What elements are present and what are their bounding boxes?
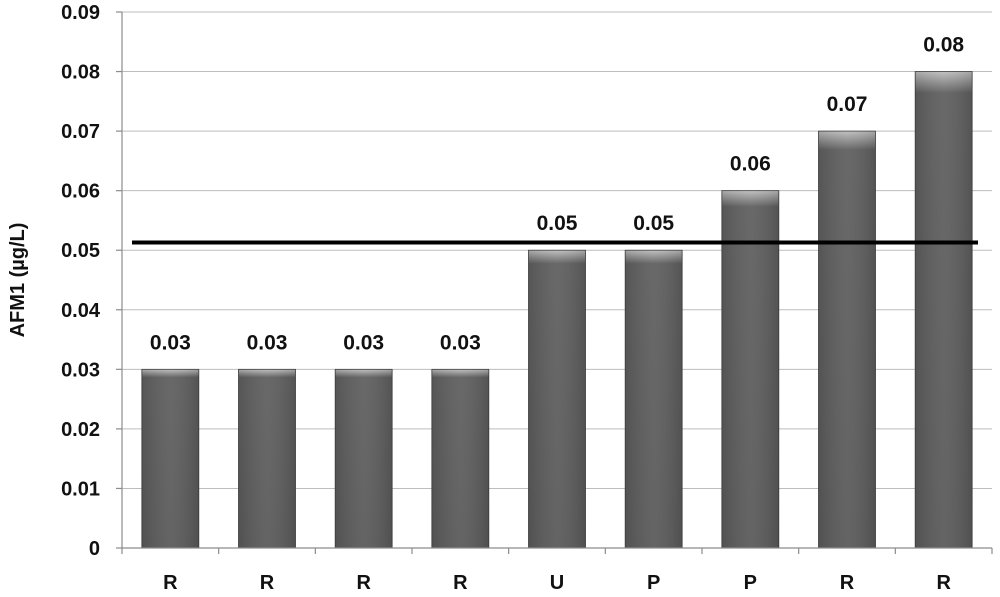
x-category-label: U (550, 572, 564, 594)
y-tick-label: 0.08 (61, 62, 100, 84)
bar-shading (431, 369, 489, 548)
x-category-label: R (356, 572, 371, 594)
y-tick-label: 0.03 (61, 359, 100, 381)
bar-shading (335, 369, 393, 548)
data-label: 0.06 (730, 153, 771, 176)
bar-shading (625, 250, 683, 548)
data-label: 0.03 (343, 331, 384, 354)
data-label: 0.05 (537, 212, 578, 235)
x-category-label: R (453, 572, 468, 594)
data-label: 0.03 (440, 331, 481, 354)
x-category-label: R (163, 572, 178, 594)
bars (141, 71, 973, 549)
data-label: 0.05 (633, 212, 674, 235)
y-tick-label: 0.02 (61, 419, 100, 441)
x-category-label: R (936, 572, 951, 594)
y-tick-label: 0.04 (61, 300, 101, 322)
y-tick-label: 0.07 (61, 121, 100, 143)
x-category-label: R (260, 572, 275, 594)
data-label: 0.07 (827, 93, 868, 116)
data-label: 0.03 (150, 331, 191, 354)
axes (121, 12, 993, 554)
bar-shading (915, 71, 973, 549)
x-category-label: P (744, 572, 757, 594)
bar-shading (818, 131, 876, 548)
data-labels: 0.03 0.03 0.03 0.03 0.05 0.05 0.06 0.07 0.08 (150, 34, 965, 355)
bar-shading (721, 190, 779, 548)
y-tick-label: 0.05 (61, 240, 100, 262)
bar-shading (528, 250, 586, 548)
y-tick-labels: 0 0.01 0.02 0.03 0.04 0.05 0.06 0.07 0.08 0.09 (61, 2, 101, 560)
y-axis-title: AFM1 (µg/L) (7, 223, 29, 338)
y-tick-label: 0.09 (61, 2, 100, 24)
x-category-label: P (647, 572, 660, 594)
bar-shading (141, 369, 199, 548)
y-tick-label: 0.06 (61, 181, 100, 203)
y-tick-label: 0.01 (61, 478, 100, 500)
bar-shading (238, 369, 296, 548)
data-label: 0.08 (923, 34, 964, 57)
x-category-label: R (840, 572, 855, 594)
data-label: 0.03 (247, 331, 288, 354)
y-tick-label: 0 (89, 538, 100, 560)
